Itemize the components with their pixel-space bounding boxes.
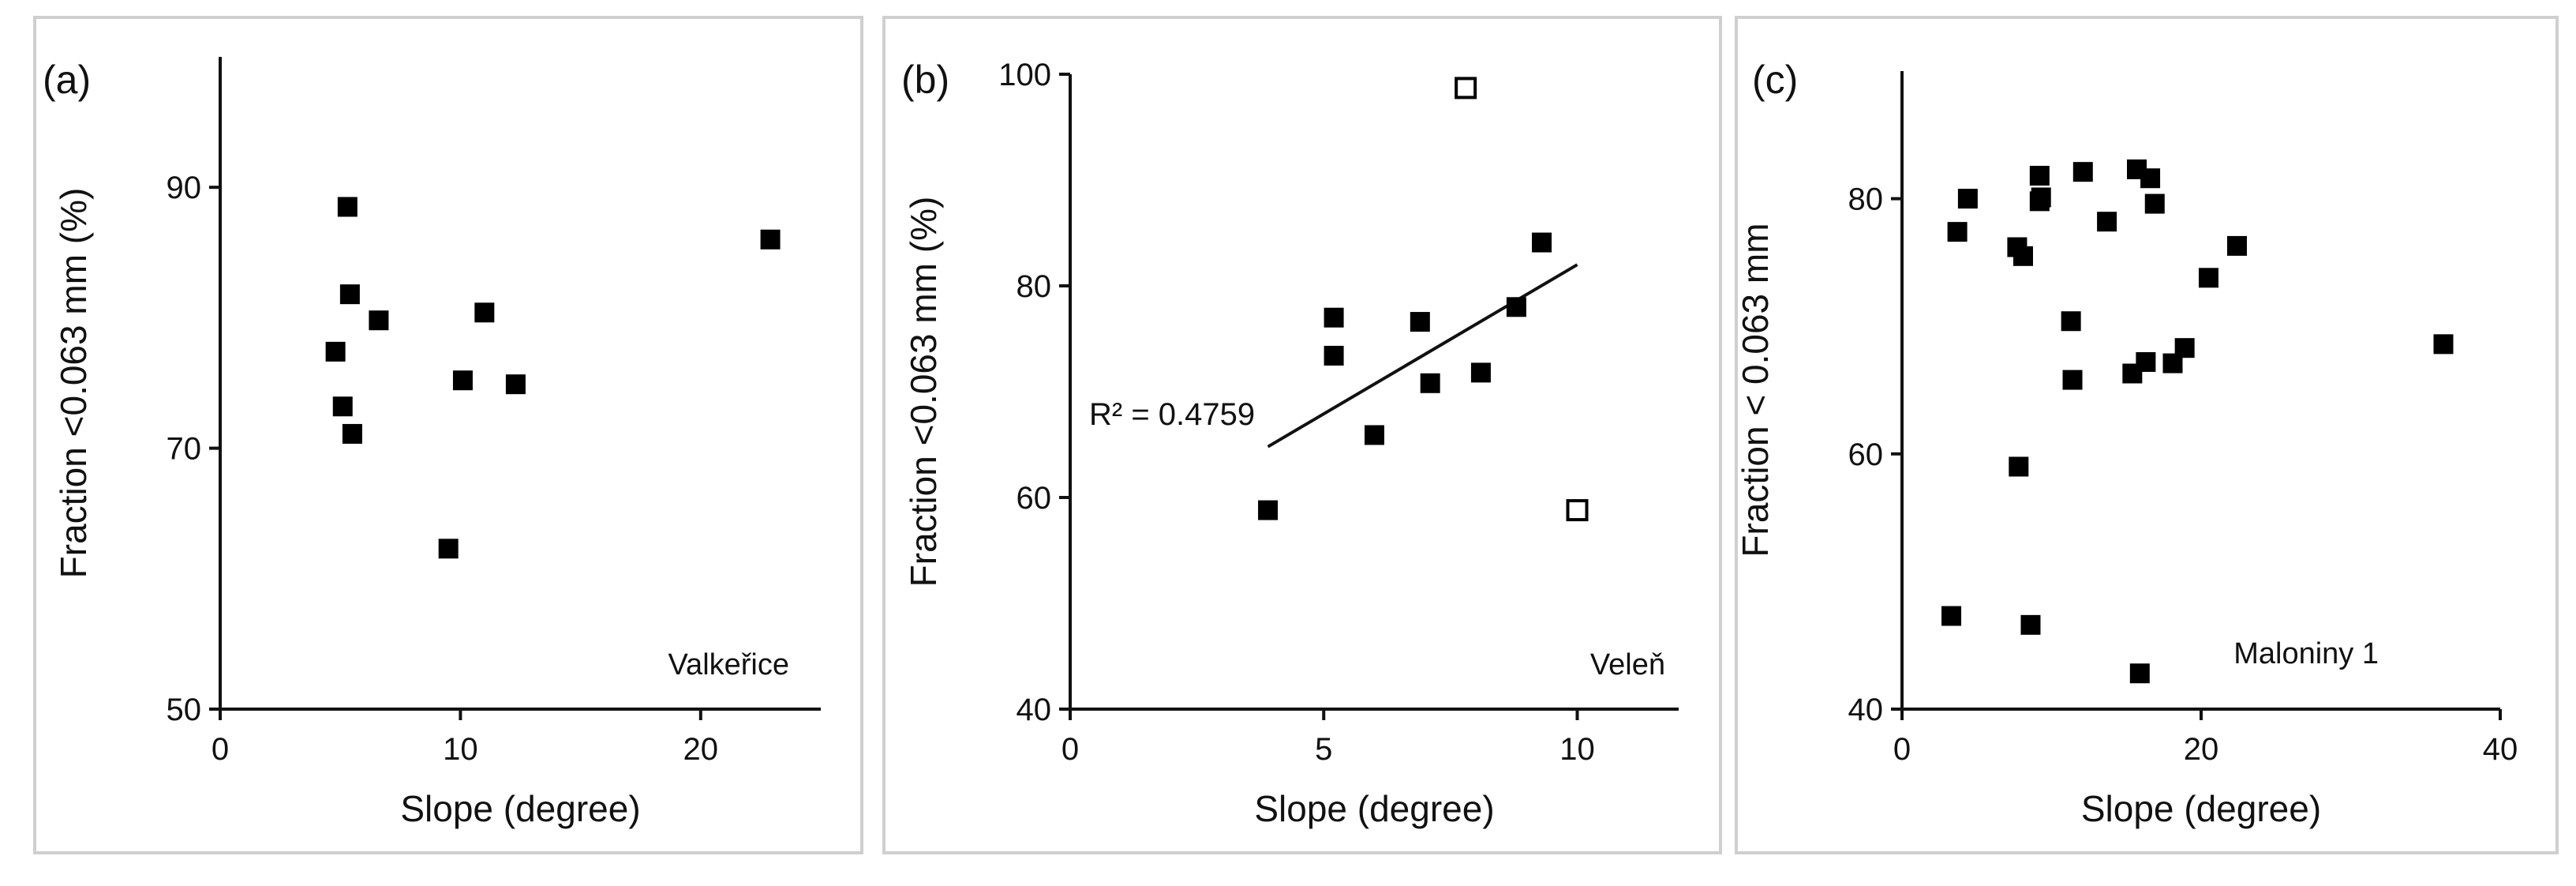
- y-tick-label: 40: [1848, 693, 1884, 727]
- y-tick-label: 40: [1017, 693, 1052, 727]
- data-point: [1324, 307, 1344, 328]
- data-point: [2012, 246, 2033, 266]
- chart-panel-b: 40 60 80 100 0 5 10 Slope (degree) Fraction <0.0…: [882, 16, 1722, 854]
- data-point: [1365, 425, 1384, 445]
- data-point-open: [1455, 77, 1477, 99]
- y-tick-label: 60: [1017, 481, 1052, 516]
- site-label: Valkeřice: [668, 648, 789, 681]
- data-point: [2062, 370, 2083, 390]
- data-point: [1420, 373, 1440, 393]
- x-axis-label: Slope (degree): [1254, 788, 1494, 829]
- x-axis-label: Slope (degree): [400, 788, 640, 829]
- data-point: [2031, 187, 2051, 208]
- panel-frame: [882, 16, 1722, 854]
- y-axis-label: Fraction < 0.063 mm: [1735, 223, 1776, 557]
- y-tick-label: 90: [167, 171, 202, 205]
- site-label: Maloniny 1: [2233, 637, 2379, 670]
- y-tick-label: 70: [167, 432, 202, 467]
- data-point: [1947, 222, 1968, 242]
- data-point: [452, 370, 473, 391]
- data-point: [505, 374, 526, 395]
- y-tick-label: 80: [1848, 182, 1884, 217]
- data-point: [1410, 312, 1430, 332]
- data-point: [337, 197, 358, 217]
- x-tick-label: 10: [1559, 732, 1595, 767]
- chart-panel-a: 50 70 90 0 10 20 Slope (degree) Fraction <0.063…: [33, 16, 863, 854]
- data-point: [332, 396, 353, 417]
- x-tick-label: 20: [683, 732, 719, 767]
- data-point: [325, 341, 346, 362]
- data-point: [2020, 614, 2041, 635]
- x-tick-label: 0: [1061, 732, 1079, 767]
- y-tick-label: 100: [998, 58, 1051, 92]
- data-point: [2097, 212, 2117, 232]
- y-tick-label: 50: [167, 693, 202, 727]
- y-axis-label: Fraction <0.063 mm (%): [903, 197, 944, 588]
- data-point: [474, 302, 495, 323]
- data-point: [2226, 235, 2247, 256]
- data-point: [1324, 345, 1344, 366]
- data-point: [1957, 189, 1978, 209]
- panel-frame: [1735, 16, 2559, 854]
- data-point: [2072, 162, 2093, 182]
- data-point: [369, 310, 389, 331]
- data-point: [2198, 268, 2218, 288]
- x-axis-label: Slope (degree): [2081, 788, 2321, 829]
- data-point-open: [1566, 499, 1589, 522]
- data-point: [2129, 663, 2150, 684]
- trend-line: [1267, 263, 1578, 449]
- x-tick-label: 40: [2483, 732, 2518, 767]
- data-point: [2174, 338, 2195, 359]
- x-tick-label: 0: [212, 732, 229, 767]
- data-point: [342, 423, 362, 444]
- data-point: [2029, 166, 2050, 186]
- data-point: [1258, 500, 1279, 520]
- data-point: [2136, 351, 2156, 372]
- data-point: [1506, 297, 1526, 317]
- x-tick-label: 5: [1315, 732, 1332, 767]
- data-point: [339, 284, 360, 305]
- x-tick-label: 0: [1893, 732, 1911, 767]
- panel-label: (a): [43, 58, 91, 102]
- site-label: Veleň: [1590, 648, 1665, 681]
- data-point: [2009, 456, 2029, 477]
- y-tick-label: 60: [1848, 437, 1884, 472]
- data-point: [1941, 606, 1962, 626]
- panel-label: (c): [1752, 58, 1798, 102]
- data-point: [2433, 334, 2454, 355]
- data-point: [1470, 362, 1491, 383]
- x-tick-label: 20: [2184, 732, 2219, 767]
- data-point: [1532, 232, 1552, 253]
- x-tick-label: 10: [443, 732, 478, 767]
- data-point: [438, 539, 459, 559]
- panel-label: (b): [901, 58, 949, 102]
- y-axis-label: Fraction <0.063 mm (%): [53, 188, 94, 579]
- data-point: [2144, 193, 2165, 214]
- data-point: [2140, 168, 2161, 189]
- data-point: [2061, 311, 2081, 332]
- chart-panel-c: 40 60 80 0 20 40 Slope (degree) Fraction < 0.06…: [1735, 16, 2559, 854]
- data-point: [760, 229, 781, 250]
- y-tick-label: 80: [1017, 269, 1052, 304]
- panel-frame: [33, 16, 863, 854]
- r-squared-annotation: R² = 0.4759: [1089, 397, 1255, 432]
